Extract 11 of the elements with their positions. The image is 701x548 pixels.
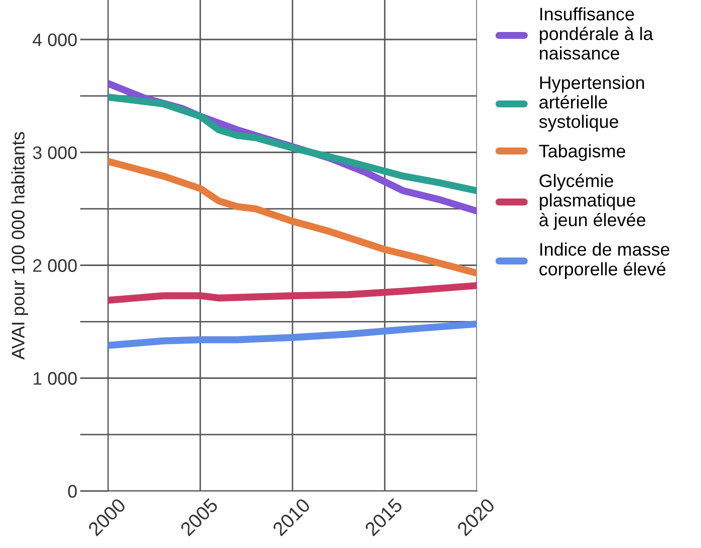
legend-label: Indice de masse corporelle élevé xyxy=(539,242,670,280)
y-tick-label: 3 000 xyxy=(32,146,77,160)
y-tick-label: 4 000 xyxy=(32,33,77,46)
y-tick-label: 2 000 xyxy=(33,259,77,272)
y-tick-label: 0 xyxy=(68,484,77,498)
legend-label: Insuffisance pondérale à la naissance xyxy=(540,7,654,60)
legend-label: Hypertension artérielle systolique xyxy=(539,76,644,132)
legend-label: Tabagisme xyxy=(539,144,626,162)
legend-label: Glycémie plasmatique à jeun élevée xyxy=(539,174,646,230)
y-axis-title: AVAI pour 100 000 habitants xyxy=(11,132,28,360)
y-tick-label: 1 000 xyxy=(34,372,77,385)
